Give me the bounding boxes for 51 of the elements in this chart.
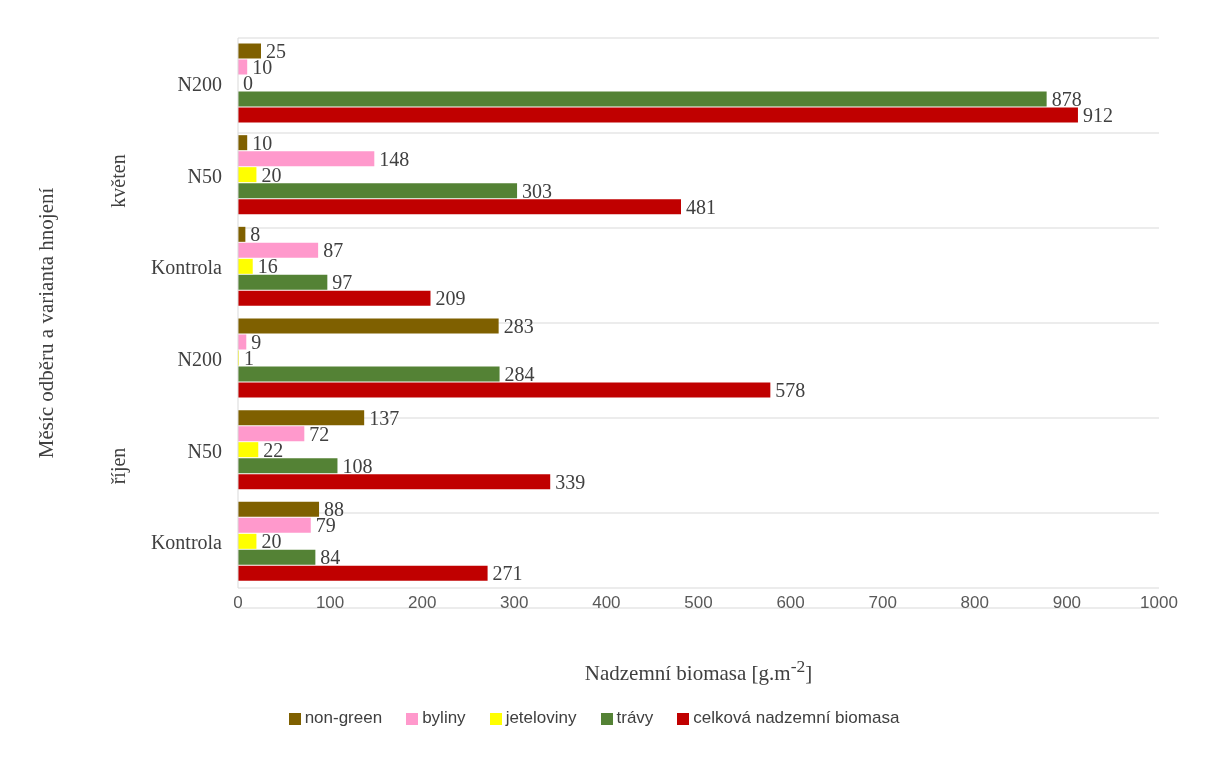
y-axis-title: Měsíc odběru a varianta hnojení bbox=[33, 187, 59, 459]
data-label: 912 bbox=[1082, 104, 1113, 126]
data-label: 303 bbox=[522, 179, 553, 202]
x-axis-title: Nadzemní biomasa [g.m$^{-2}$] bbox=[583, 656, 814, 686]
y-tick-label: Kontrola bbox=[150, 531, 223, 554]
data-label: 8 bbox=[250, 223, 261, 246]
data-label: 20 bbox=[261, 163, 282, 186]
text: říjen bbox=[106, 447, 130, 484]
legend-label: byliny bbox=[422, 708, 466, 727]
data-label: 16 bbox=[257, 255, 278, 278]
y-tick-label: N200 bbox=[177, 347, 222, 370]
y-tick-label: Kontrola bbox=[150, 256, 223, 279]
x-tick-label: 600 bbox=[776, 593, 805, 613]
x-tick-label: 200 bbox=[408, 593, 437, 613]
data-label: 137 bbox=[369, 406, 400, 429]
data-label: 284 bbox=[504, 363, 535, 385]
data-label: 148 bbox=[379, 147, 410, 170]
data-label: 97 bbox=[332, 271, 353, 294]
x-tick-label: 0 bbox=[233, 593, 243, 613]
data-label: 209 bbox=[435, 287, 466, 310]
data-label: 10 bbox=[252, 131, 273, 154]
data-label: 0 bbox=[243, 72, 254, 94]
data-label: 72 bbox=[309, 422, 330, 445]
data-label: 339 bbox=[555, 470, 586, 493]
data-label: 878 bbox=[1051, 88, 1082, 110]
data-label: 271 bbox=[492, 562, 523, 585]
y-tick-label: N200 bbox=[177, 72, 222, 95]
data-label: 481 bbox=[686, 195, 716, 218]
data-label: 578 bbox=[775, 379, 806, 401]
y-tick-label: N50 bbox=[187, 439, 222, 462]
y-tick-label: N50 bbox=[187, 164, 222, 187]
data-label: 108 bbox=[342, 454, 373, 477]
data-label: 9 bbox=[251, 331, 262, 353]
data-label: 20 bbox=[261, 530, 282, 553]
x-tick-label: 400 bbox=[592, 593, 621, 613]
x-tick-label: 700 bbox=[868, 593, 897, 613]
legend-label: celková nadzemní biomasa bbox=[693, 708, 900, 727]
x-tick-label: 300 bbox=[500, 593, 529, 613]
data-label: 87 bbox=[323, 239, 344, 262]
x-tick-label: 500 bbox=[684, 593, 713, 613]
legend-label: jeteloviny bbox=[505, 708, 577, 727]
x-tick-label: 800 bbox=[960, 593, 989, 613]
data-label: 84 bbox=[320, 546, 341, 569]
data-label: 283 bbox=[503, 315, 534, 337]
x-tick-label: 100 bbox=[315, 593, 345, 613]
legend-label: non-green bbox=[304, 708, 383, 727]
text: květen bbox=[106, 153, 130, 208]
legend-label: trávy bbox=[616, 708, 654, 727]
data-label: 22 bbox=[263, 438, 284, 461]
x-tick-label: 1000 bbox=[1140, 593, 1178, 613]
x-tick-label: 900 bbox=[1052, 593, 1082, 613]
